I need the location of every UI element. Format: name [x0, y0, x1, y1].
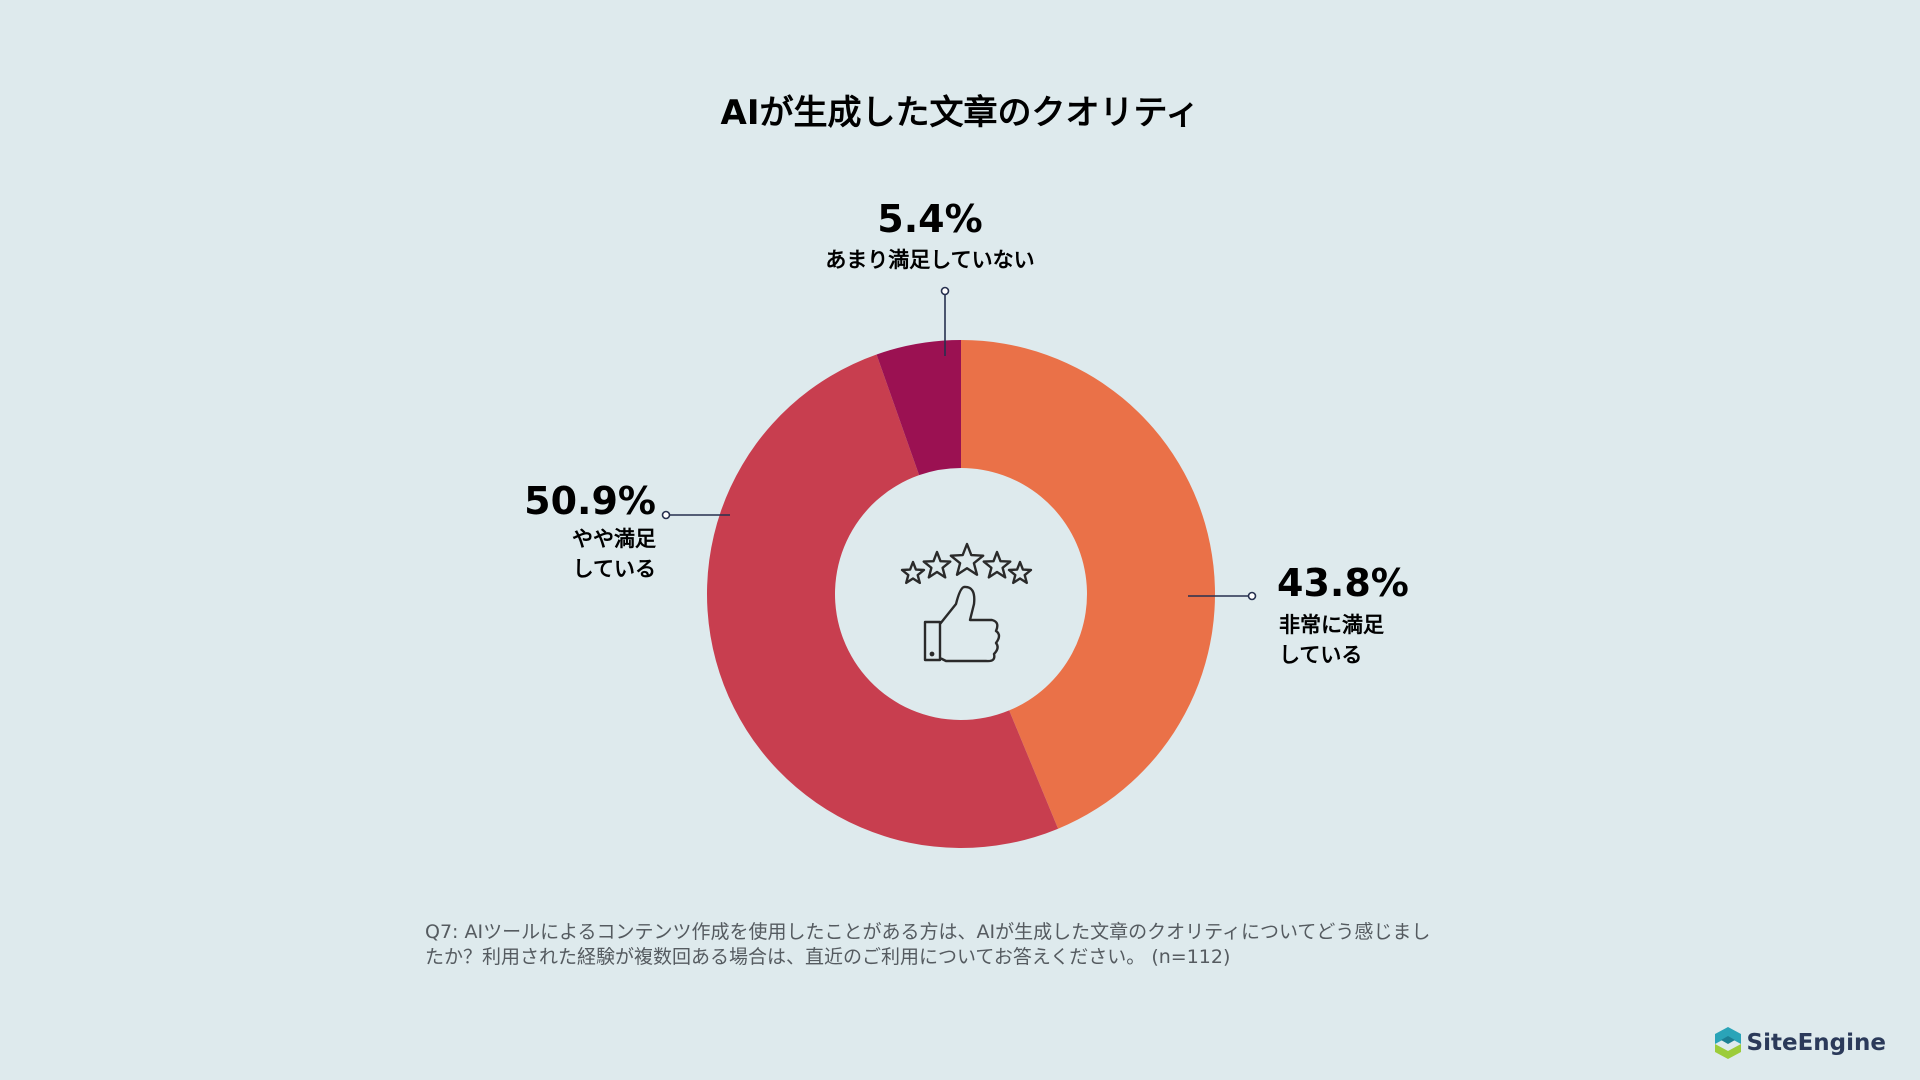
slice-category-label: している — [573, 557, 656, 581]
star-icon — [900, 560, 926, 585]
slice-percent-label: 43.8% — [1277, 561, 1409, 605]
site-engine-logo-icon — [1714, 1027, 1741, 1059]
thumb-icon — [923, 585, 1001, 663]
brand-name: SiteEngine — [1746, 1030, 1886, 1056]
slice-percent-label: 5.4% — [877, 197, 982, 241]
donut-slice — [876, 340, 961, 476]
leader-dot — [661, 510, 671, 520]
donut-slices — [706, 340, 1215, 849]
donut-slice — [706, 354, 1059, 849]
slice-category-label: している — [1279, 643, 1362, 667]
leader-dot — [940, 286, 950, 296]
star-icon — [922, 550, 952, 579]
donut-slice — [961, 340, 1215, 829]
thumbs-up-stars-icon — [900, 542, 1033, 663]
brand-logo: SiteEngine — [1713, 1026, 1886, 1060]
chart-title: AIが生成した文章のクオリティ — [721, 93, 1200, 133]
footnote-line-1: Q7: AIツールによるコンテンツ作成を使用したことがある方は、AIが生成した文… — [425, 921, 1431, 943]
leader-lines — [661, 286, 1257, 601]
slice-category-label: あまり満足していない — [825, 248, 1034, 272]
star-icon — [982, 550, 1012, 579]
slice-category-label: 非常に満足 — [1279, 613, 1384, 637]
slice-category-label: やや満足 — [572, 527, 656, 551]
slice-percent-label: 50.9% — [524, 479, 656, 523]
slice-labels: 43.8%非常に満足している50.9%やや満足している5.4%あまり満足していな… — [524, 197, 1409, 667]
footnote: Q7: AIツールによるコンテンツ作成を使用したことがある方は、AIが生成した文… — [425, 920, 1505, 970]
star-icon — [1007, 560, 1033, 585]
footnote-line-2: たか？利用された経験が複数回ある場合は、直近のご利用についてお答えください。 (… — [425, 946, 1231, 968]
star-icon — [949, 542, 985, 576]
leader-dot — [1247, 591, 1257, 601]
